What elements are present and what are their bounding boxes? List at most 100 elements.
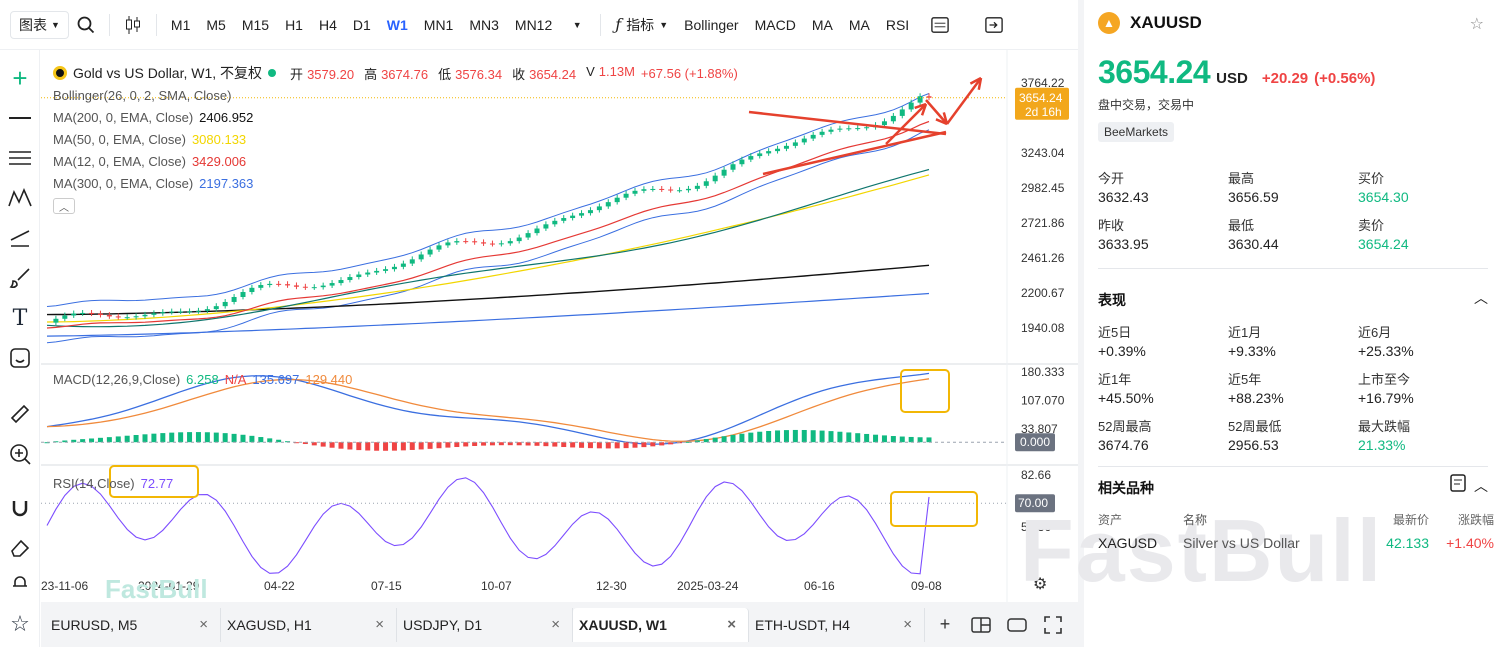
candle-body — [677, 190, 683, 192]
macd-histogram-bar — [685, 441, 691, 443]
related-list-button[interactable] — [1450, 474, 1466, 497]
timeframe-mn1[interactable]: MN1 — [423, 16, 454, 33]
timeframe-d1[interactable]: D1 — [352, 16, 371, 33]
line-tool[interactable] — [4, 104, 36, 132]
chart-area[interactable]: 3764.22 3243.04 2982.45 2721.86 2461.26 2200.… — [41, 50, 1078, 604]
window-icon — [1007, 617, 1027, 632]
split-layout-button[interactable] — [966, 611, 996, 639]
related-row[interactable]: XAGUSD Silver vs US Dollar 42.133 +1.40% — [1098, 535, 1494, 551]
broker-badge[interactable]: BeeMarkets — [1098, 122, 1175, 142]
text-tool[interactable]: T — [4, 304, 36, 332]
close-icon[interactable]: × — [727, 616, 736, 633]
macd-value: 6.258 — [186, 372, 219, 387]
ohlc-key: 低 — [438, 66, 452, 82]
candle-body — [62, 315, 68, 319]
zoom-tool[interactable] — [4, 440, 36, 468]
more-timeframes-button[interactable]: ▼ — [560, 9, 594, 41]
rsi-tag-value: 70.00 — [1018, 496, 1048, 510]
candles-style-button[interactable] — [116, 9, 150, 41]
timeframe-h1[interactable]: H1 — [285, 16, 303, 33]
chart-tab[interactable]: XAUUSD, W1 × — [573, 607, 749, 642]
chart-tab[interactable]: ETH-USDT, H4 × — [749, 607, 925, 642]
close-icon[interactable]: × — [903, 616, 912, 633]
candle-body — [213, 306, 219, 310]
timeframe-mn3[interactable]: MN3 — [469, 16, 499, 33]
single-layout-button[interactable] — [1002, 611, 1032, 639]
trend-tool[interactable] — [4, 224, 36, 252]
fullscreen-panel-button[interactable] — [977, 9, 1011, 41]
chart-tab[interactable]: EURUSD, M5 × — [45, 607, 221, 642]
lock-tool[interactable] — [4, 570, 36, 598]
indicator-rsi-button[interactable]: RSI — [885, 16, 910, 33]
time-tick-label: 04-22 — [264, 579, 295, 593]
macd-histogram-bar — [641, 442, 647, 448]
layout-button[interactable] — [923, 9, 957, 41]
favorites-tool[interactable]: ☆ — [4, 610, 36, 638]
timeframe-m1[interactable]: M1 — [170, 16, 191, 33]
stat-cell: 近6月 +25.33% — [1358, 322, 1488, 359]
brush-tool[interactable] — [4, 264, 36, 292]
price-chart[interactable]: 3764.22 3243.04 2982.45 2721.86 2461.26 2200.… — [41, 50, 1078, 602]
chart-tab[interactable]: USDJPY, D1 × — [397, 607, 573, 642]
macd-histogram-bar — [775, 430, 781, 443]
macd-histogram-bar — [374, 442, 380, 451]
candle-body — [338, 280, 344, 284]
timeframe-list: M1 M5 M15 H1 H4 D1 W1 MN1 MN3 MN12 — [163, 9, 560, 41]
macd-histogram-bar — [516, 442, 522, 446]
indicator-macd-button[interactable]: MACD — [754, 16, 796, 33]
fullscreen-button[interactable] — [1038, 611, 1068, 639]
chart-tab[interactable]: XAGUSD, H1 × — [221, 607, 397, 642]
macd-values: 6.258 N/A 135.697 129.440 — [186, 372, 352, 387]
close-icon[interactable]: × — [199, 616, 208, 633]
candle-body — [133, 316, 139, 318]
candle-body — [97, 313, 103, 316]
macd-histogram-bar — [587, 442, 593, 449]
crosshair-tool[interactable]: + — [4, 64, 36, 92]
collapse-legend-button[interactable]: ︿ — [53, 198, 75, 214]
indicator-legend-row[interactable]: MA(12, 0, EMA, Close) 3429.006 — [53, 150, 738, 172]
indicator-legend-row[interactable]: MA(50, 0, EMA, Close) 3080.133 — [53, 128, 738, 150]
rsi-value: 72.77 — [140, 476, 174, 491]
timeframe-mn12[interactable]: MN12 — [514, 16, 553, 33]
close-icon[interactable]: × — [551, 616, 560, 633]
favorite-button[interactable]: ☆ — [1470, 14, 1484, 34]
collapse-related-button[interactable]: ︿ — [1474, 476, 1488, 496]
chart-settings-button[interactable]: ⚙ — [1033, 574, 1047, 594]
close-icon[interactable]: × — [375, 616, 384, 633]
ma50-line — [46, 174, 930, 323]
stat-label: 最大跌幅 — [1358, 419, 1411, 434]
stat-label: 卖价 — [1358, 218, 1385, 233]
search-button[interactable] — [69, 9, 103, 41]
indicator-value: 2406.952 — [199, 109, 254, 125]
measure-tool[interactable] — [4, 400, 36, 428]
collapse-performance-button[interactable]: ︿ — [1474, 288, 1488, 308]
bar-change: +67.56 (+1.88%) — [640, 65, 738, 81]
price-tick-label: 2721.86 — [1021, 216, 1065, 230]
horizontal-lines-tool[interactable] — [4, 144, 36, 172]
macd-histogram-bar — [730, 434, 736, 443]
tab-label: USDJPY, D1 — [403, 616, 483, 633]
timeframe-m15[interactable]: M15 — [241, 16, 270, 33]
indicator-ma-button[interactable]: MA — [811, 16, 833, 33]
indicator-ma-button[interactable]: MA — [848, 16, 870, 33]
timeframe-w1[interactable]: W1 — [386, 16, 408, 33]
indicator-legend-row[interactable]: MA(300, 0, EMA, Close) 2197.363 — [53, 172, 738, 194]
macd-histogram-bar — [543, 442, 549, 447]
timeframe-m5[interactable]: M5 — [206, 16, 226, 33]
add-tab-button[interactable]: + — [930, 611, 960, 639]
emoji-tool[interactable] — [4, 344, 36, 372]
indicators-button[interactable]: ƒ 指标 ▼ — [607, 9, 676, 41]
indicator-bollinger-button[interactable]: Bollinger — [684, 16, 739, 33]
related-name: Silver vs US Dollar — [1183, 535, 1300, 551]
macd-histogram-bar — [231, 433, 237, 443]
timeframe-h4[interactable]: H4 — [318, 16, 337, 33]
indicator-legend-row[interactable]: Bollinger(26, 0, 2, SMA, Close) — [53, 84, 738, 106]
chart-type-dropdown[interactable]: 图表 ▼ — [10, 10, 69, 39]
ma200-line — [46, 264, 930, 316]
magnet-tool[interactable] — [4, 494, 36, 522]
macd-histogram-bar — [650, 442, 656, 447]
eraser-tool[interactable] — [4, 534, 36, 562]
pattern-tool[interactable] — [4, 184, 36, 212]
macd-histogram-bar — [178, 432, 184, 443]
indicator-legend-row[interactable]: MA(200, 0, EMA, Close) 2406.952 — [53, 106, 738, 128]
